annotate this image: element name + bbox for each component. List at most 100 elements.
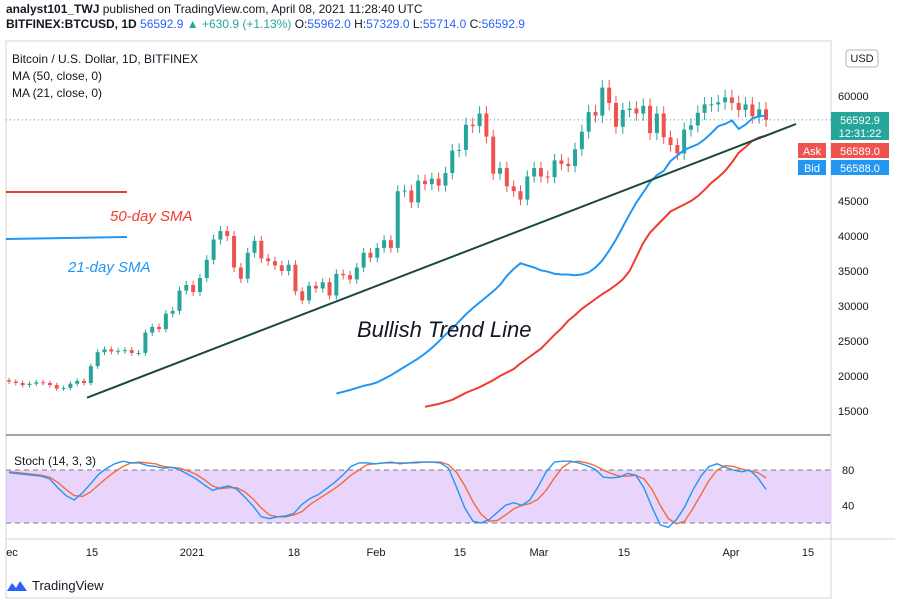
candle-body xyxy=(68,383,73,388)
legend-ma50[interactable]: MA (50, close, 0) xyxy=(12,69,102,83)
candle-body xyxy=(82,380,87,383)
candle-body xyxy=(375,247,380,258)
candle-body xyxy=(27,383,32,386)
currency-button[interactable] xyxy=(845,49,879,68)
candle-body xyxy=(498,168,503,174)
axis-labels: 1500020000250003000035000400004500050000… xyxy=(6,91,868,559)
candle-body xyxy=(279,265,284,271)
candle-body xyxy=(266,258,271,262)
candle-body xyxy=(34,382,39,384)
candle-body xyxy=(750,104,755,117)
ma50-line xyxy=(424,134,767,408)
time-tick-label: 18 xyxy=(288,547,300,559)
time-tick-label: 2021 xyxy=(180,547,204,559)
candle-body xyxy=(511,186,516,192)
candle-body xyxy=(675,145,680,154)
candle-body xyxy=(320,282,325,289)
ask-value: 56589.0 xyxy=(840,146,880,158)
candle-body xyxy=(143,332,148,353)
candle-body xyxy=(170,310,175,314)
candle-body xyxy=(61,387,66,389)
price-tick-label: 35000 xyxy=(838,266,869,278)
candle-body xyxy=(463,124,468,150)
o-label: O: xyxy=(294,17,308,31)
candle-body xyxy=(525,176,530,200)
candle-body xyxy=(532,168,537,177)
candle-body xyxy=(709,104,714,106)
candle-body xyxy=(347,275,352,280)
last-price: 56592.9 xyxy=(140,17,184,31)
candle-body xyxy=(20,383,25,386)
candle-body xyxy=(443,173,448,186)
time-tick-label: Apr xyxy=(722,547,739,559)
candle-body xyxy=(252,240,257,253)
open-value: 55962.0 xyxy=(307,17,351,31)
candle-body xyxy=(450,150,455,173)
time-tick-label: Mar xyxy=(530,547,549,559)
publish-line: analyst101_TWJ published on TradingView.… xyxy=(6,2,525,17)
trend-annotation: Bullish Trend Line xyxy=(357,317,531,342)
candle-body xyxy=(429,178,434,185)
candle-body xyxy=(122,350,127,352)
candle-body xyxy=(668,137,673,145)
ask-tag xyxy=(831,143,889,158)
candle-body xyxy=(702,104,707,113)
candle-body xyxy=(354,267,359,280)
sma21-sample-line xyxy=(5,236,128,240)
legend-title[interactable]: Bitcoin / U.S. Dollar, 1D, BITFINEX xyxy=(12,52,198,66)
candle-body xyxy=(7,380,11,382)
candle-body xyxy=(518,191,523,200)
candle-body xyxy=(545,176,550,178)
time-tick-label: Feb xyxy=(367,547,386,559)
candle-body xyxy=(95,352,100,367)
legend-ma21[interactable]: MA (21, close, 0) xyxy=(12,86,102,100)
candle-body xyxy=(245,252,250,279)
candle-body xyxy=(416,180,421,203)
stoch-band-fill xyxy=(6,470,831,523)
candle-body xyxy=(586,112,591,132)
candle-body xyxy=(648,105,653,134)
price-tick-label: 30000 xyxy=(838,301,869,313)
candle-body xyxy=(559,160,564,164)
price-tick-label: 40000 xyxy=(838,231,869,243)
candle-body xyxy=(682,129,687,154)
low-value: 55714.0 xyxy=(422,17,467,31)
candle-body xyxy=(627,108,632,110)
indicator-lines xyxy=(86,114,797,408)
candle-body xyxy=(716,102,721,105)
candle-body xyxy=(327,282,332,296)
stoch-legend[interactable]: Stoch (14, 3, 3) xyxy=(14,454,96,468)
candle-body xyxy=(116,350,121,352)
candle-body xyxy=(204,259,209,278)
time-tick-label: 15 xyxy=(86,547,98,559)
candle-body xyxy=(600,87,605,116)
candle-body xyxy=(661,113,666,138)
candle-body xyxy=(218,231,223,240)
bid-label: Bid xyxy=(804,163,820,175)
candle-body xyxy=(395,191,400,248)
candle-body xyxy=(764,109,768,120)
candle-body xyxy=(504,168,509,187)
price-tick-label: 15000 xyxy=(838,406,869,418)
candle-body xyxy=(579,131,584,150)
price-tick-label: 60000 xyxy=(838,91,869,103)
candle-body xyxy=(634,108,639,114)
high-value: 57329.0 xyxy=(366,17,410,31)
tradingview-footer[interactable]: TradingView xyxy=(6,578,104,593)
candle-body xyxy=(654,113,659,134)
candles xyxy=(7,79,768,391)
candle-body xyxy=(552,160,557,178)
price-tick-label: 25000 xyxy=(838,336,869,348)
last-price-tag xyxy=(831,112,889,140)
candle-body xyxy=(620,110,625,127)
c-label: C: xyxy=(469,17,482,31)
candle-body xyxy=(191,285,196,292)
candle-body xyxy=(157,327,162,330)
tradingview-logo-icon xyxy=(7,580,27,591)
candle-body xyxy=(102,349,107,353)
publisher-name[interactable]: analyst101_TWJ xyxy=(6,2,100,16)
candle-body xyxy=(566,163,571,166)
candle-body xyxy=(184,285,189,291)
candle-body xyxy=(41,382,46,384)
